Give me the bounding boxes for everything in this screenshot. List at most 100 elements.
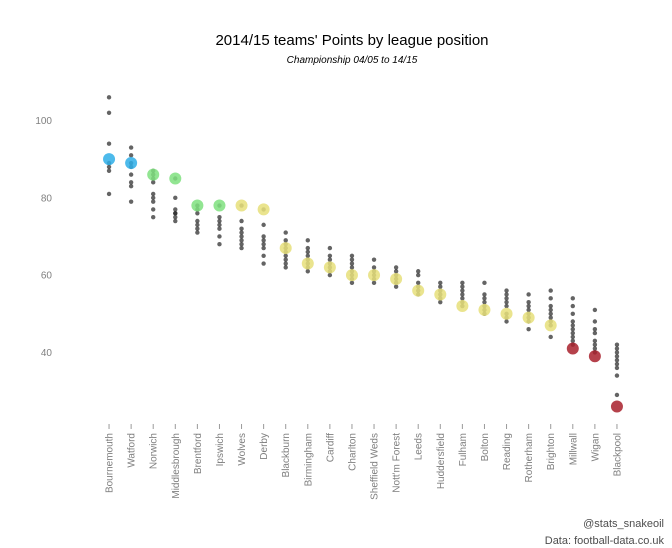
historical-point <box>548 303 553 309</box>
historical-point <box>217 242 222 247</box>
historical-point <box>217 226 222 231</box>
historical-point <box>614 361 620 367</box>
historical-point <box>371 257 377 262</box>
x-tick-label: Blackpool <box>612 433 623 476</box>
historical-point <box>504 299 509 305</box>
historical-point <box>305 238 310 243</box>
season-point <box>566 342 579 355</box>
historical-point <box>349 257 355 262</box>
historical-point <box>239 242 244 247</box>
caption-source: Data: football-data.co.uk <box>545 535 665 547</box>
historical-point <box>195 226 200 231</box>
historical-point <box>548 311 553 316</box>
historical-point <box>393 265 399 270</box>
chart-title: 2014/15 teams' Points by league position <box>215 32 488 49</box>
historical-point <box>261 242 266 247</box>
season-point <box>213 199 226 212</box>
historical-point <box>460 292 465 297</box>
historical-point <box>283 265 288 270</box>
season-point <box>345 269 358 282</box>
x-tick-label: Bolton <box>480 433 491 461</box>
historical-point <box>592 342 598 347</box>
season-point <box>257 203 270 216</box>
x-tick-label: Sheffield Weds <box>370 433 381 500</box>
historical-point <box>261 261 266 266</box>
x-tick-label: Brighton <box>546 433 557 470</box>
historical-point <box>614 392 620 398</box>
historical-point <box>548 315 553 320</box>
historical-point <box>416 272 421 278</box>
historical-point <box>283 238 288 243</box>
season-point <box>478 303 491 316</box>
historical-point <box>283 261 288 266</box>
x-tick-label: Blackburn <box>281 433 292 477</box>
y-axis: 40 60 80 100 <box>35 116 52 359</box>
historical-point <box>128 180 134 185</box>
x-tick-label: Huddersfield <box>436 433 447 489</box>
historical-point <box>570 330 575 336</box>
historical-point <box>151 195 156 201</box>
historical-point <box>570 303 575 309</box>
historical-point <box>592 330 598 336</box>
historical-point <box>217 218 222 224</box>
historical-point <box>195 222 200 228</box>
historical-point <box>106 141 112 146</box>
x-tick-label: Charlton <box>347 433 358 471</box>
historical-point <box>173 195 178 201</box>
season-point <box>456 300 469 313</box>
highlight-points <box>103 153 623 413</box>
historical-point <box>570 311 575 316</box>
historical-point <box>482 299 487 305</box>
season-point <box>191 199 204 212</box>
historical-point <box>173 214 178 220</box>
x-tick-label: Norwich <box>149 433 160 469</box>
historical-point <box>195 211 200 216</box>
historical-point <box>128 184 134 189</box>
historical-point <box>128 172 134 177</box>
historical-points <box>106 95 620 398</box>
historical-point <box>614 373 620 378</box>
x-tick-label: Derby <box>259 433 270 460</box>
historical-point <box>504 296 509 301</box>
historical-point <box>460 284 465 289</box>
historical-point <box>106 168 112 173</box>
season-point <box>610 400 623 413</box>
historical-point <box>349 280 355 286</box>
historical-point <box>592 346 598 351</box>
historical-point <box>261 234 266 239</box>
historical-point <box>460 296 465 301</box>
historical-point <box>570 323 575 328</box>
historical-point <box>173 207 178 212</box>
season-point <box>147 168 160 181</box>
historical-point <box>614 357 620 363</box>
historical-point <box>570 296 575 301</box>
season-point <box>368 269 381 282</box>
historical-point <box>371 265 377 270</box>
historical-point <box>195 230 200 235</box>
historical-point <box>504 319 509 324</box>
historical-point <box>106 191 112 197</box>
historical-point <box>239 238 244 243</box>
historical-point <box>416 269 421 274</box>
historical-point <box>128 145 134 150</box>
historical-point <box>106 164 112 170</box>
historical-point <box>482 296 487 301</box>
x-tick-label: Cardiff <box>325 433 336 462</box>
historical-point <box>592 307 598 313</box>
historical-point <box>438 284 443 289</box>
historical-point <box>416 280 421 286</box>
season-point <box>500 307 513 320</box>
historical-point <box>548 296 553 301</box>
historical-point <box>548 307 553 313</box>
x-tick-label: Fulham <box>458 433 469 466</box>
historical-point <box>592 319 598 324</box>
historical-point <box>504 292 509 297</box>
historical-point <box>239 245 244 251</box>
historical-point <box>106 95 112 100</box>
historical-point <box>261 245 266 251</box>
historical-point <box>526 307 531 313</box>
historical-point <box>614 342 620 347</box>
season-point <box>588 350 601 363</box>
historical-point <box>570 327 575 332</box>
